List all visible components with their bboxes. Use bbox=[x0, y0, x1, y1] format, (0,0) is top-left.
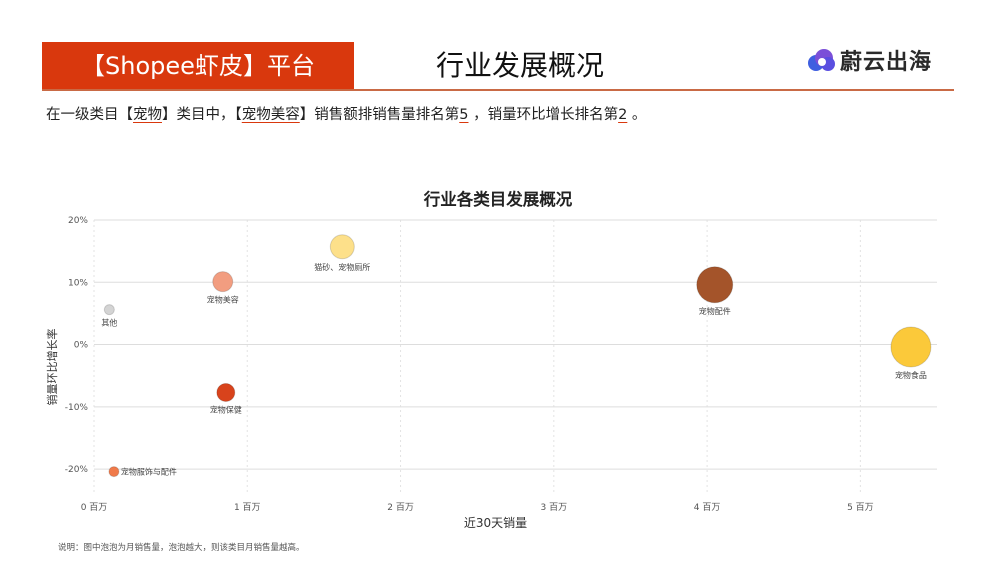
summary-part: 在一级类目【 bbox=[46, 107, 133, 123]
summary-part: 。 bbox=[627, 107, 647, 123]
chart-note: 说明：图中泡泡为月销售量，泡泡越大，则该类目月销售量越高。 bbox=[58, 543, 305, 553]
bubble-point bbox=[103, 304, 115, 316]
x-tick-label: 2 百万 bbox=[387, 502, 414, 513]
summary-part: ，销量环比增长排名第 bbox=[468, 107, 619, 123]
cloud-logo-icon bbox=[808, 49, 835, 71]
data-label: 宠物食品 bbox=[895, 370, 927, 380]
sales-rank: 5 bbox=[459, 107, 469, 123]
data-label: 其他 bbox=[101, 318, 117, 328]
platform-tag: 【Shopee虾皮】平台 bbox=[42, 42, 354, 90]
bubble-point bbox=[890, 326, 932, 368]
x-axis-label: 近30天销量 bbox=[464, 516, 527, 530]
x-tick-label: 4 百万 bbox=[694, 502, 721, 513]
y-tick-label: -10% bbox=[65, 403, 89, 413]
summary-part: 】类目中，【 bbox=[162, 107, 242, 123]
data-label: 宠物服饰与配件 bbox=[121, 467, 177, 477]
subcategory-highlight: 宠物美容 bbox=[241, 107, 300, 123]
x-tick-label: 5 百万 bbox=[847, 502, 874, 513]
summary-text: 在一级类目【宠物】类目中，【宠物美容】销售额排销售量排名第5 ，销量环比增长排名… bbox=[46, 103, 646, 127]
data-label: 宠物美容 bbox=[207, 295, 239, 305]
data-label: 宠物保健 bbox=[210, 404, 242, 414]
bubble-point bbox=[212, 271, 234, 293]
header-divider bbox=[42, 89, 954, 91]
bubble-point bbox=[329, 234, 355, 260]
category-highlight: 宠物 bbox=[133, 107, 162, 123]
summary-part: 】销售额排销售量排名第 bbox=[299, 107, 460, 123]
bubble-point bbox=[108, 466, 120, 478]
x-tick-label: 0 百万 bbox=[81, 502, 108, 513]
data-label: 猫砂、宠物厕所 bbox=[314, 262, 370, 272]
brand-logo: 蔚云出海 bbox=[806, 46, 933, 75]
data-label: 宠物配件 bbox=[699, 306, 731, 316]
x-tick-label: 3 百万 bbox=[541, 502, 568, 513]
y-tick-label: 0% bbox=[74, 341, 89, 351]
y-tick-label: -20% bbox=[65, 465, 89, 475]
x-tick-label: 1 百万 bbox=[234, 502, 261, 513]
y-tick-label: 10% bbox=[68, 278, 88, 288]
y-axis-label: 销量环比增长率 bbox=[45, 329, 59, 406]
bubble-point bbox=[216, 382, 236, 402]
chart-title: 行业各类目发展概况 bbox=[423, 190, 573, 209]
bubble-point bbox=[696, 266, 734, 304]
y-tick-label: 20% bbox=[68, 216, 88, 226]
growth-rank: 2 bbox=[618, 107, 628, 123]
brand-name: 蔚云出海 bbox=[840, 50, 933, 75]
page-title: 行业发展概况 bbox=[435, 49, 604, 82]
